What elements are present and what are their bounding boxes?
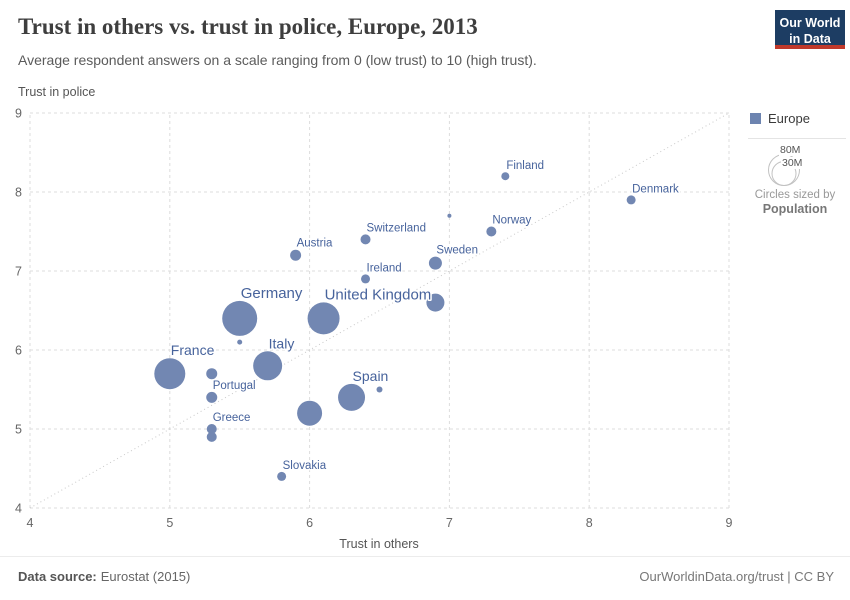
x-tick-label-9: 9 bbox=[726, 516, 733, 530]
x-tick-label-5: 5 bbox=[166, 516, 173, 530]
data-point-italy[interactable] bbox=[253, 351, 283, 381]
country-label-norway: Norway bbox=[492, 215, 531, 227]
legend-europe-label: Europe bbox=[768, 111, 810, 126]
owid-logo[interactable]: Our World in Data bbox=[775, 10, 845, 49]
x-tick-label-6: 6 bbox=[306, 516, 313, 530]
country-label-greece: Greece bbox=[213, 412, 251, 424]
data-source: Data source: Eurostat (2015) bbox=[18, 569, 190, 584]
legend-divider bbox=[748, 138, 846, 139]
page-subtitle: Average respondent answers on a scale ra… bbox=[18, 52, 537, 68]
size-legend-large-label: 80M bbox=[779, 144, 802, 156]
y-tick-label-7: 7 bbox=[15, 265, 22, 279]
data-source-value: Eurostat (2015) bbox=[100, 569, 191, 584]
x-tick-label-7: 7 bbox=[446, 516, 453, 530]
owid-logo-line2: in Data bbox=[789, 32, 831, 46]
data-source-label: Data source: bbox=[18, 569, 97, 584]
owid-link[interactable]: OurWorldinData.org/trust | CC BY bbox=[639, 569, 834, 584]
footer: Data source: Eurostat (2015) OurWorldinDa… bbox=[0, 556, 850, 600]
data-point-germany[interactable] bbox=[222, 300, 258, 336]
data-point-finland[interactable] bbox=[501, 172, 510, 181]
country-label-portugal: Portugal bbox=[213, 380, 256, 392]
y-tick-label-8: 8 bbox=[15, 186, 22, 200]
data-point-sweden[interactable] bbox=[428, 256, 442, 270]
scatter-plot: 4 5 6 7 8 9 4 5 6 7 8 9 Germany United Kingdom France… bbox=[15, 107, 732, 552]
x-axis-title: Trust in others bbox=[339, 537, 418, 551]
country-label-spain: Spain bbox=[353, 368, 389, 384]
data-point-portugal[interactable] bbox=[206, 391, 218, 403]
data-point-denmark[interactable] bbox=[626, 195, 636, 205]
size-legend-small-label: 30M bbox=[781, 157, 804, 169]
country-label-switzerland: Switzerland bbox=[367, 222, 426, 234]
country-label-finland: Finland bbox=[506, 160, 544, 172]
population-size-legend bbox=[768, 154, 800, 186]
y-tick-label-5: 5 bbox=[15, 423, 22, 437]
x-tick-label-8: 8 bbox=[586, 516, 593, 530]
data-point-unlabeled[interactable] bbox=[297, 400, 323, 426]
data-point-unlabeled[interactable] bbox=[447, 213, 452, 218]
country-label-sweden: Sweden bbox=[436, 245, 478, 257]
data-point-unlabeled[interactable] bbox=[237, 339, 243, 345]
x-tick-label-4: 4 bbox=[27, 516, 34, 530]
diagonal-reference-line bbox=[29, 112, 730, 509]
y-tick-label-6: 6 bbox=[15, 344, 22, 358]
data-point-unlabeled[interactable] bbox=[376, 386, 383, 393]
data-point-spain[interactable] bbox=[338, 383, 366, 411]
owid-logo-line1: Our World bbox=[779, 16, 841, 30]
size-legend-caption-bold: Population bbox=[762, 202, 828, 216]
data-point-unlabeled[interactable] bbox=[206, 368, 218, 380]
data-point-norway[interactable] bbox=[486, 226, 497, 237]
data-point-ireland[interactable] bbox=[361, 274, 371, 284]
page-title: Trust in others vs. trust in police, Eur… bbox=[18, 14, 478, 39]
europe-color-swatch bbox=[750, 113, 761, 124]
country-label-slovakia: Slovakia bbox=[283, 460, 327, 472]
points-layer: Germany United Kingdom France Italy Spain Swe… bbox=[154, 159, 681, 481]
y-tick-label-9: 9 bbox=[15, 107, 22, 121]
country-label-austria: Austria bbox=[297, 238, 333, 250]
data-point-unlabeled[interactable] bbox=[426, 293, 445, 312]
country-label-germany: Germany bbox=[241, 285, 303, 302]
data-point-slovakia[interactable] bbox=[277, 471, 287, 481]
y-axis-title: Trust in police bbox=[18, 85, 96, 99]
data-point-united-kingdom[interactable] bbox=[307, 302, 340, 335]
country-label-united-kingdom: United Kingdom bbox=[325, 286, 432, 303]
grid-layer: 4 5 6 7 8 9 4 5 6 7 8 9 bbox=[15, 107, 732, 531]
data-point-unlabeled[interactable] bbox=[206, 431, 217, 442]
data-point-greece[interactable] bbox=[206, 424, 217, 434]
country-label-denmark: Denmark bbox=[632, 183, 679, 195]
country-label-ireland: Ireland bbox=[367, 262, 402, 274]
legend-europe[interactable]: Europe bbox=[750, 111, 810, 126]
country-label-italy: Italy bbox=[269, 335, 295, 351]
data-point-austria[interactable] bbox=[290, 249, 302, 261]
data-point-switzerland[interactable] bbox=[360, 234, 371, 245]
country-label-france: France bbox=[171, 342, 215, 358]
y-tick-label-4: 4 bbox=[15, 502, 22, 516]
data-point-france[interactable] bbox=[154, 358, 186, 390]
size-legend-caption: Circles sized by bbox=[754, 189, 836, 201]
